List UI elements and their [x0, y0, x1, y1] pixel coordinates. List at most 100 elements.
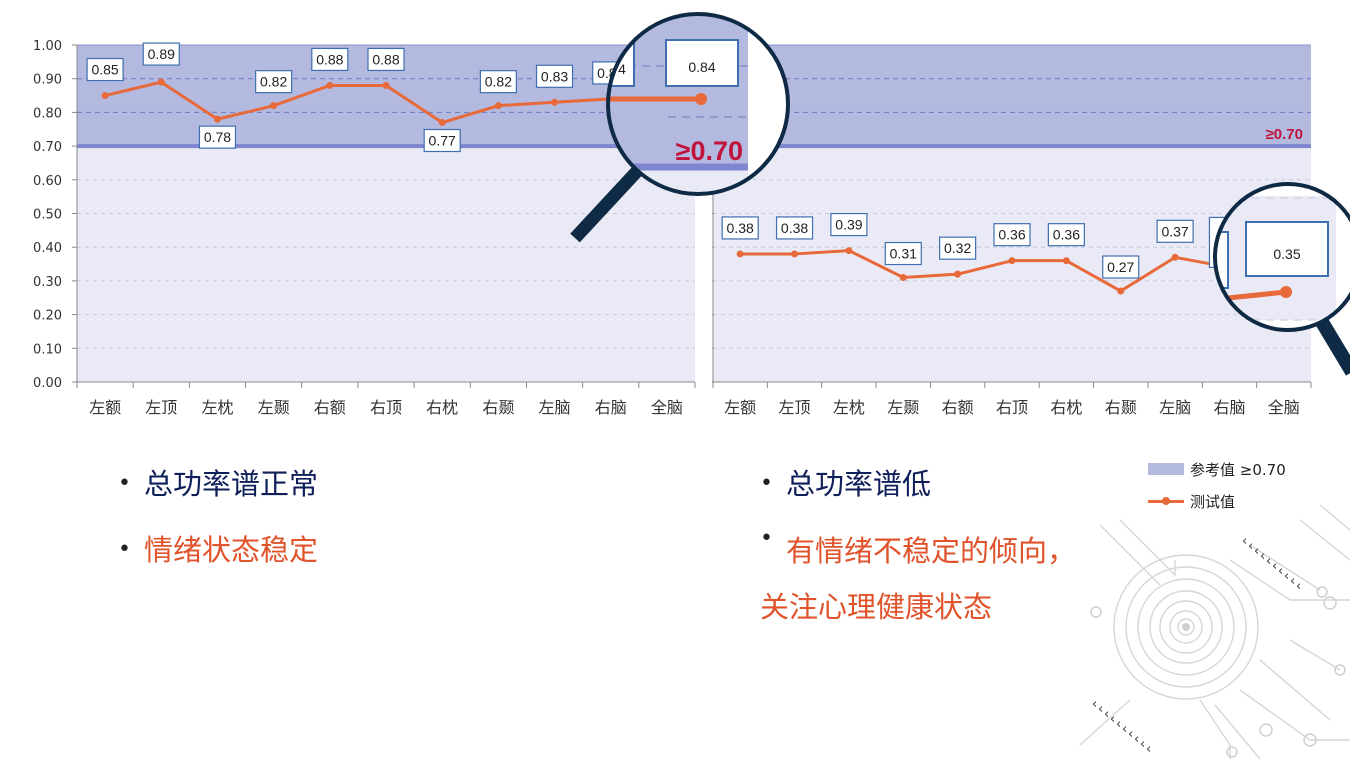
legend-band-swatch: [1148, 463, 1184, 475]
deco-chevron-b-0: ‹: [1092, 697, 1097, 712]
chart-left-x-tick-label-5: 右顶: [370, 398, 402, 417]
chart-left-point-7: [494, 102, 502, 110]
chart-right-data-label-box-7: [1102, 255, 1140, 279]
chart-left-data-label-box-2: [198, 125, 237, 149]
deco-chevron-0: ‹: [1242, 534, 1247, 549]
chart-right-data-label-1: 0.38: [781, 220, 808, 236]
deco-ring-4: [1137, 578, 1235, 676]
deco-node-3: [1334, 664, 1346, 676]
deco-chevron-1: ‹: [1248, 539, 1253, 554]
deco-chevron-b-3: ‹: [1110, 712, 1115, 727]
chart-right-x-tick-label-6: 右枕: [1050, 398, 1082, 417]
magnifier-right-label-box: [1245, 221, 1329, 277]
deco-chevron-b-1: ‹: [1098, 702, 1103, 717]
chart-left-data-label-box-4: [311, 47, 349, 72]
deco-ring-3: [1149, 590, 1223, 664]
deco-trace-11: [1199, 699, 1231, 759]
magnifier-right-lens-content: 0.35: [1215, 184, 1350, 330]
chart-left-point-6: [438, 119, 446, 127]
deco-node-5: [1259, 723, 1273, 737]
deco-ring-0: [1177, 618, 1195, 636]
chart-left-data-label-8: 0.83: [541, 68, 568, 84]
deco-trace-5: [1249, 544, 1321, 591]
chart-left-x-tick-label-0: 左额: [89, 398, 121, 417]
magnifier-left-handle: [570, 163, 645, 243]
chart-right-data-label-4: 0.32: [944, 240, 971, 256]
chart-left-y-tick-label-10: 1.00: [33, 39, 62, 54]
chart-left-point-4: [326, 81, 334, 89]
magnifier-left-point: [695, 93, 707, 105]
right-bullet-emotion: 有情绪不稳定的倾向，: [760, 517, 1140, 573]
chart-left-data-label-1: 0.89: [148, 46, 175, 62]
chart-right-point-8: [1171, 253, 1179, 261]
chart-right-point-1: [791, 250, 799, 258]
chart-left-data-label-7: 0.82: [485, 74, 512, 90]
deco-chevron-7: ‹: [1284, 569, 1289, 584]
deco-chevron-b-5: ‹: [1122, 722, 1127, 737]
chart-right-data-label-box-8: [1156, 219, 1194, 243]
deco-chevron-b-4: ‹: [1116, 717, 1121, 732]
magnifier-right-label: 0.35: [1273, 246, 1300, 262]
chart-right-data-label-0: 0.38: [727, 220, 754, 236]
chart-left-x-tick-label-10: 全脑: [651, 398, 683, 417]
deco-chevron-9: ‹: [1296, 579, 1301, 594]
deco-trace-6: [1079, 699, 1131, 746]
chart-left-data-label-box-3: [255, 70, 293, 94]
legend-line-marker-icon: [1148, 494, 1184, 508]
deco-trace-4: [1229, 559, 1350, 601]
chart-left-y-tick-label-5: 0.50: [33, 208, 62, 223]
chart-left-x-tick-label-7: 右颞: [482, 398, 514, 417]
chart-left-x-tick-label-3: 左颞: [258, 398, 290, 417]
magnifier-left-partial-label: 4: [618, 61, 626, 77]
chart-right-x-tick-label-5: 右顶: [996, 398, 1028, 417]
chart-left-point-2: [213, 115, 221, 123]
chart-left-y-tick-label-0: 0.00: [33, 376, 62, 391]
chart-legend: 参考值 ≥0.70 测试值: [1148, 453, 1286, 517]
deco-trace-10: [1319, 504, 1350, 531]
chart-right-data-label-2: 0.39: [835, 217, 862, 233]
deco-node-0: [1323, 596, 1337, 610]
chart-left-data-label-6: 0.77: [429, 133, 456, 149]
chart-left-data-label-box-5: [367, 47, 405, 72]
chart-left-data-label-4: 0.88: [316, 51, 343, 67]
chart-right-point-4: [954, 270, 962, 278]
deco-ring-5: [1125, 566, 1247, 688]
chart-left-point-0: [101, 92, 109, 100]
chart-left-y-tick-label-8: 0.80: [33, 106, 62, 121]
chart-left-data-label-box-1: [142, 42, 180, 66]
chart-right-data-label-box-2: [830, 212, 868, 237]
deco-trace-9: [1299, 519, 1350, 561]
chart-left-x-tick-label-6: 右枕: [426, 398, 458, 417]
chart-left-y-tick-label-1: 0.10: [33, 342, 62, 357]
chart-left-x-tick-label-4: 右额: [314, 398, 346, 417]
chart-right-data-label-6: 0.36: [1053, 227, 1080, 243]
deco-node-1: [1316, 586, 1328, 598]
chart-left-x-tick-label-9: 右脑: [595, 398, 627, 417]
magnifier-left-rim: [606, 12, 790, 196]
chart-left-data-label-2: 0.78: [204, 129, 231, 145]
chart-right-data-label-box-6: [1047, 223, 1085, 247]
chart-left-point-8: [551, 98, 559, 106]
magnifier-right-handle: [1315, 318, 1350, 376]
magnifier-right-point: [1280, 286, 1292, 298]
chart-right-x-tick-label-2: 左枕: [833, 398, 865, 417]
chart-left-x-tick-label-8: 左脑: [539, 398, 571, 417]
magnifier-left: 0.84 4 ≥0.70: [570, 12, 790, 243]
deco-chevron-b-9: ‹: [1146, 742, 1151, 757]
chart-right-data-label-7: 0.27: [1107, 259, 1134, 275]
right-bullet-spectrum: 总功率谱低: [760, 451, 1140, 517]
left-bullet-spectrum: 总功率谱正常: [118, 451, 318, 517]
chart-right-data-label-3: 0.31: [890, 246, 917, 262]
deco-trace-8: [1289, 639, 1341, 671]
chart-left-data-label-5: 0.88: [372, 51, 399, 67]
chart-left-y-tick-label-9: 0.90: [33, 73, 62, 88]
deco-center-dot: [1182, 623, 1190, 631]
magnifier-right-series-line: [1227, 289, 1287, 301]
magnifier-left-label-box: [665, 39, 739, 87]
legend-reference-label: 参考值 ≥0.70: [1190, 460, 1286, 479]
deco-chevron-2: ‹: [1254, 544, 1259, 559]
left-bullet-emotion: 情绪状态稳定: [118, 517, 318, 583]
chart-right-x-tick-label-9: 右脑: [1213, 398, 1245, 417]
chart-left-y-tick-label-4: 0.40: [33, 241, 62, 256]
